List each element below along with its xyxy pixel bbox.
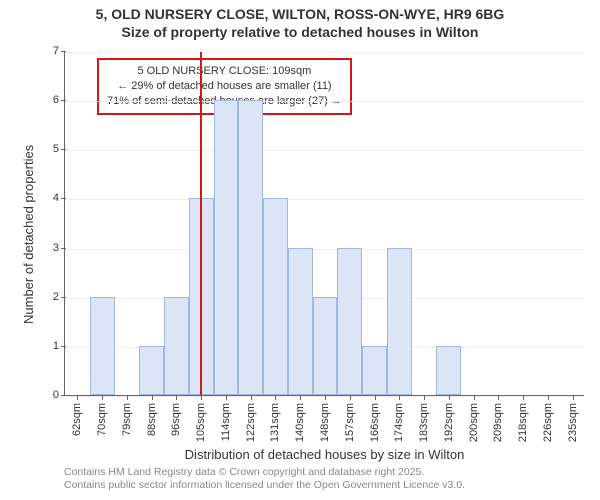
x-tick-label: 200sqm xyxy=(468,395,480,442)
x-tick-label: 79sqm xyxy=(121,395,133,436)
x-tick-label: 122sqm xyxy=(245,395,257,442)
histogram-bar xyxy=(164,297,189,395)
y-tick-label: 4 xyxy=(53,192,65,204)
y-gridline xyxy=(65,52,584,53)
y-tick-label: 0 xyxy=(53,389,65,401)
x-tick-label: 218sqm xyxy=(517,395,529,442)
y-tick-label: 5 xyxy=(53,143,65,155)
x-tick-label: 157sqm xyxy=(344,395,356,442)
y-gridline xyxy=(65,199,584,200)
x-tick-label: 140sqm xyxy=(294,395,306,442)
histogram-bar xyxy=(288,248,313,395)
x-tick-label: 235sqm xyxy=(567,395,579,442)
y-tick-label: 6 xyxy=(53,94,65,106)
x-axis-label: Distribution of detached houses by size … xyxy=(65,447,584,462)
histogram-bar xyxy=(313,297,338,395)
title-block: 5, OLD NURSERY CLOSE, WILTON, ROSS-ON-WY… xyxy=(0,6,600,41)
attribution-line-2: Contains public sector information licen… xyxy=(64,479,465,492)
x-tick-label: 226sqm xyxy=(542,395,554,442)
plot-area: Number of detached properties Distributi… xyxy=(64,52,584,396)
y-gridline xyxy=(65,150,584,151)
y-gridline xyxy=(65,249,584,250)
x-tick-label: 183sqm xyxy=(418,395,430,442)
attribution-block: Contains HM Land Registry data © Crown c… xyxy=(64,466,465,491)
reference-line xyxy=(200,52,202,395)
x-tick-label: 148sqm xyxy=(319,395,331,442)
x-tick-label: 166sqm xyxy=(369,395,381,442)
histogram-bar xyxy=(214,100,239,395)
y-gridline xyxy=(65,101,584,102)
attribution-line-1: Contains HM Land Registry data © Crown c… xyxy=(64,466,465,479)
y-tick-label: 3 xyxy=(53,242,65,254)
x-tick-label: 96sqm xyxy=(170,395,182,436)
y-tick-label: 1 xyxy=(53,340,65,352)
x-tick-label: 88sqm xyxy=(146,395,158,436)
x-tick-label: 192sqm xyxy=(443,395,455,442)
histogram-bar xyxy=(337,248,362,395)
title-line-2: Size of property relative to detached ho… xyxy=(0,24,600,42)
histogram-bar xyxy=(387,248,412,395)
x-tick-label: 209sqm xyxy=(492,395,504,442)
histogram-bar xyxy=(263,198,288,395)
histogram-bar xyxy=(436,346,461,395)
histogram-bar xyxy=(90,297,115,395)
y-axis-label: Number of detached properties xyxy=(21,145,36,324)
callout-line-1: 5 OLD NURSERY CLOSE: 109sqm xyxy=(107,64,342,79)
histogram-bar xyxy=(238,100,263,395)
histogram-bar xyxy=(362,346,387,395)
title-line-1: 5, OLD NURSERY CLOSE, WILTON, ROSS-ON-WY… xyxy=(0,6,600,24)
x-tick-label: 62sqm xyxy=(71,395,83,436)
x-tick-label: 114sqm xyxy=(220,395,232,441)
x-tick-label: 131sqm xyxy=(269,395,281,442)
y-tick-label: 7 xyxy=(53,45,65,57)
callout-line-2: ← 29% of detached houses are smaller (11… xyxy=(107,79,342,94)
x-tick-label: 105sqm xyxy=(195,395,207,442)
x-tick-label: 70sqm xyxy=(96,395,108,436)
figure-frame: 5, OLD NURSERY CLOSE, WILTON, ROSS-ON-WY… xyxy=(0,0,600,500)
histogram-bar xyxy=(139,346,164,395)
x-tick-label: 174sqm xyxy=(393,395,405,442)
y-tick-label: 2 xyxy=(53,291,65,303)
